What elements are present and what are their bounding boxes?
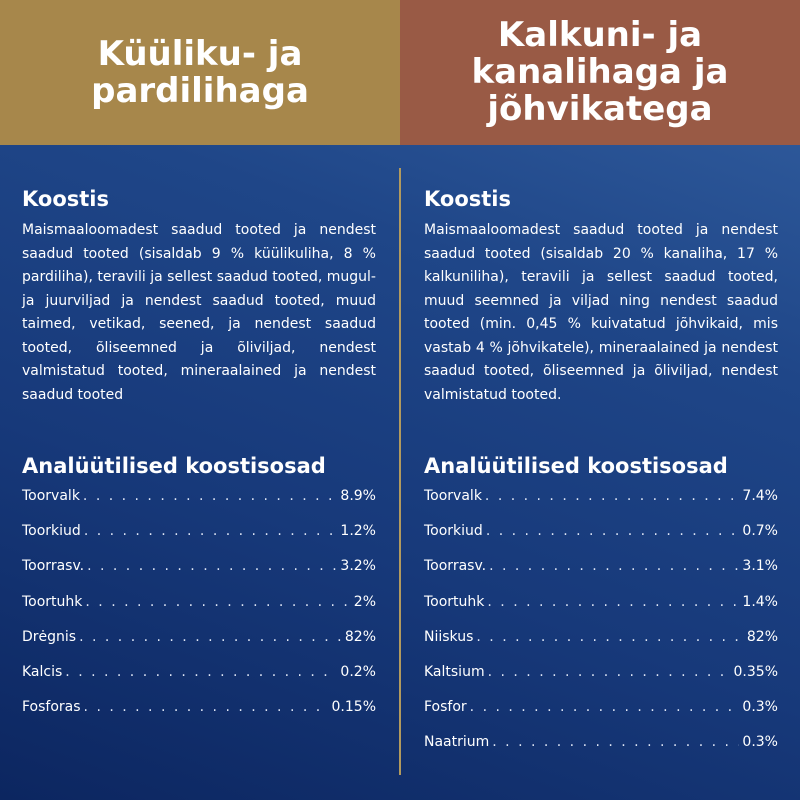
analysis-row: Niiskus 82% — [424, 629, 778, 664]
analysis-row: Naatrium 0.3% — [424, 734, 778, 769]
row-label: Toorvalk — [424, 488, 482, 504]
row-label: Drėgnis — [22, 628, 77, 645]
row-label: Fosfor — [424, 699, 467, 716]
row-value: 0.2% — [340, 663, 376, 680]
dot-leader — [488, 664, 731, 680]
row-value: 82% — [746, 628, 778, 645]
composition-text: Maismaaloomadest saadud tooted ja nendes… — [22, 222, 376, 403]
row-value: 1.4% — [742, 593, 778, 610]
row-value: 7.4% — [742, 488, 778, 504]
left-header: Küüliku- ja pardilihaga — [0, 0, 400, 145]
analysis-heading: Analüütilised koostisosad — [22, 454, 326, 478]
analysis-row: Fosfor 0.3% — [424, 699, 778, 734]
dot-leader — [79, 629, 342, 645]
row-label: Toorvalk — [22, 488, 80, 504]
row-value: 2% — [353, 593, 376, 610]
row-label: Toortuhk — [424, 593, 485, 610]
row-label: Naatrium — [424, 734, 490, 751]
right-header: Kalkuni- ja kanalihaga ja jõhvikatega — [400, 0, 800, 145]
row-label: Kalcis — [22, 663, 63, 680]
analysis-row: Toortuhk 2% — [22, 594, 376, 629]
row-value: 8.9% — [340, 488, 376, 504]
row-value: 1.2% — [340, 523, 376, 540]
row-label: Toorkiud — [22, 523, 81, 540]
analysis-row: Toorrasv. 3.1% — [424, 558, 778, 593]
row-value: 0.3% — [742, 734, 778, 751]
left-analysis: Analüütilised koostisosad Toorvalk8.9%To… — [22, 452, 376, 734]
dot-leader — [487, 594, 739, 610]
row-label: Toorkiud — [424, 523, 483, 540]
composition-heading: Koostis — [424, 187, 511, 211]
dot-leader — [65, 664, 337, 680]
dot-leader — [470, 699, 740, 715]
row-label: Niiskus — [424, 628, 474, 645]
dot-leader — [85, 594, 350, 610]
row-value: 0.35% — [733, 663, 778, 680]
row-value: 3.2% — [340, 558, 376, 575]
row-label: Kaltsium — [424, 663, 485, 680]
analysis-row: Drėgnis 82% — [22, 629, 376, 664]
analysis-row: Kaltsium 0.35% — [424, 664, 778, 699]
analysis-row: Kalcis 0.2% — [22, 664, 376, 699]
row-label: Toortuhk — [22, 593, 83, 610]
dot-leader — [87, 558, 337, 574]
row-value: 0.3% — [742, 699, 778, 716]
row-value: 82% — [344, 628, 376, 645]
analysis-row: Toortuhk 1.4% — [424, 594, 778, 629]
dot-leader — [83, 488, 338, 504]
dot-leader — [485, 488, 740, 504]
analysis-row: Toorvalk 7.4% — [424, 488, 778, 523]
analysis-row: Fosforas 0.15% — [22, 699, 376, 734]
dot-leader — [84, 699, 329, 715]
row-label: Toorrasv. — [424, 558, 487, 575]
analysis-row: Toorkiud 1.2% — [22, 523, 376, 558]
dot-leader — [486, 523, 740, 539]
right-composition: Koostis Maismaaloomadest saadud tooted j… — [424, 185, 778, 407]
analysis-row: Toorkiud 0.7% — [424, 523, 778, 558]
divider — [399, 168, 401, 775]
right-title: Kalkuni- ja kanalihaga ja jõhvikatega — [471, 15, 729, 129]
row-label: Toorrasv. — [22, 558, 85, 575]
composition-heading: Koostis — [22, 187, 109, 211]
dot-leader — [84, 523, 338, 539]
analysis-row: Toorrasv. 3.2% — [22, 558, 376, 593]
left-composition: Koostis Maismaaloomadest saadud tooted j… — [22, 185, 376, 407]
row-label: Fosforas — [22, 699, 81, 716]
row-value: 0.15% — [331, 699, 376, 716]
analysis-heading: Analüütilised koostisosad — [424, 454, 728, 478]
right-analysis: Analüütilised koostisosad Toorvalk7.4%To… — [424, 452, 778, 770]
dot-leader — [476, 629, 743, 645]
row-value: 0.7% — [742, 523, 778, 540]
row-value: 3.1% — [742, 558, 778, 575]
left-title: Küüliku- ja pardilihaga — [91, 33, 309, 111]
dot-leader — [489, 558, 739, 574]
composition-text: Maismaaloomadest saadud tooted ja nendes… — [424, 222, 778, 403]
analysis-row: Toorvalk 8.9% — [22, 488, 376, 523]
dot-leader — [492, 734, 739, 750]
